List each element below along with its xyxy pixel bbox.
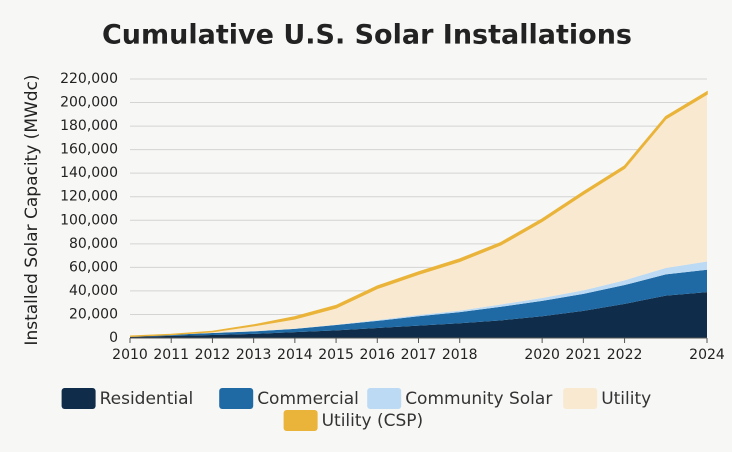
- y-tick-label: 40,000: [69, 283, 118, 299]
- legend-label: Utility (CSP): [322, 411, 424, 431]
- x-tick-label: 2020: [524, 347, 560, 363]
- y-tick-label: 200,000: [60, 95, 118, 111]
- y-tick-label: 160,000: [60, 142, 118, 158]
- legend-label: Utility: [601, 389, 651, 409]
- y-axis-label: Installed Solar Capacity (MWdc): [22, 74, 42, 345]
- legend-swatch: [563, 388, 598, 409]
- y-tick-label: 60,000: [69, 259, 118, 275]
- y-tick-label: 80,000: [69, 236, 118, 252]
- legend-swatch: [61, 388, 96, 409]
- x-tick-label: 2022: [607, 347, 643, 363]
- legend-swatch: [283, 410, 318, 431]
- x-tick-label: 2021: [566, 347, 602, 363]
- y-tick-label: 20,000: [69, 306, 118, 322]
- y-tick-label: 140,000: [60, 165, 118, 181]
- x-tick-label: 2010: [112, 347, 148, 363]
- legend-swatch: [219, 388, 254, 409]
- x-tick-label: 2016: [359, 347, 395, 363]
- y-tick-label: 0: [109, 330, 118, 346]
- x-tick-label: 2015: [318, 347, 354, 363]
- y-tick-label: 120,000: [60, 189, 118, 205]
- x-tick-label: 2012: [195, 347, 231, 363]
- chart-title: Cumulative U.S. Solar Installations: [102, 20, 632, 51]
- x-tick-label: 2024: [689, 347, 725, 363]
- area: [130, 94, 707, 337]
- x-tick-label: 2011: [153, 347, 189, 363]
- area: [130, 269, 707, 337]
- x-tick-label: 2013: [236, 347, 272, 363]
- y-tick-label: 100,000: [60, 212, 118, 228]
- x-tick-label: 2017: [401, 347, 437, 363]
- legend-label: Commercial: [257, 389, 359, 409]
- y-tick-label: 220,000: [60, 71, 118, 87]
- y-tick-label: 180,000: [60, 118, 118, 134]
- legend-label: Residential: [100, 389, 194, 409]
- legend-swatch: [367, 388, 402, 409]
- x-tick-label: 2018: [442, 347, 478, 363]
- area: [129, 90, 708, 337]
- area: [130, 292, 707, 338]
- x-tick-label: 2014: [277, 347, 313, 363]
- legend-label: Community Solar: [405, 389, 552, 409]
